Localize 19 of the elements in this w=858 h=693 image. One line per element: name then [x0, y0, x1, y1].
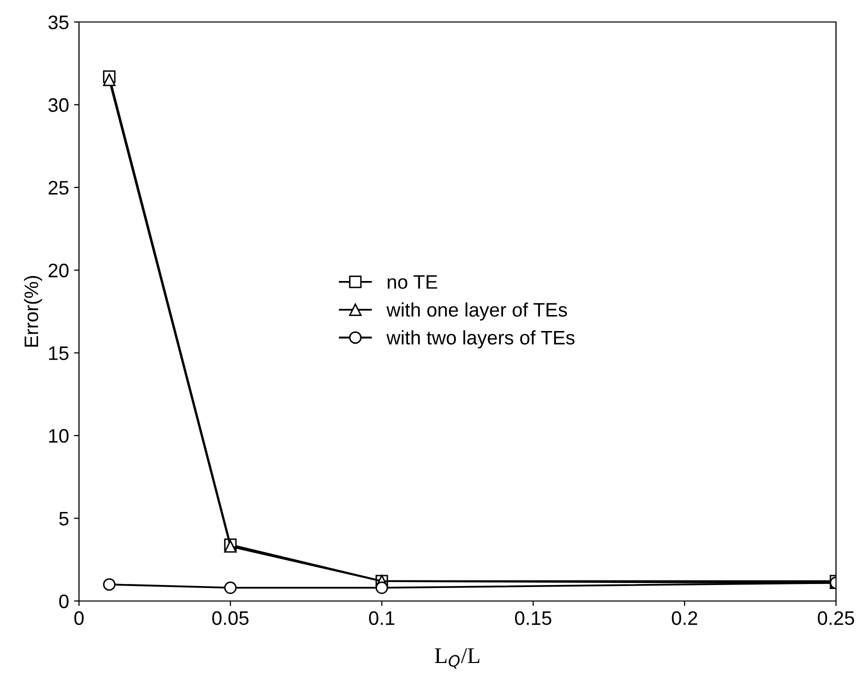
- y-axis-title: Error(%): [24, 276, 42, 347]
- x-tick-label: 0.15: [515, 611, 552, 626]
- y-tick-label: 30: [48, 98, 69, 112]
- legend-label: with two layers of TEs: [386, 330, 575, 348]
- x-tick-label: 0.2: [672, 611, 698, 626]
- x-tick-label: 0: [74, 611, 84, 626]
- x-axis-title: L$_{Q}$/L: [434, 648, 480, 669]
- y-tick-label: 5: [59, 512, 68, 526]
- y-tick-label: 35: [48, 15, 68, 30]
- y-tick-label: 15: [49, 346, 68, 360]
- legend-label: with one layer of TEs: [386, 302, 567, 321]
- y-tick-label: 20: [48, 264, 69, 278]
- y-tick-label: 25: [48, 180, 68, 195]
- x-tick-label: 0.1: [369, 611, 394, 626]
- legend-label: no TE: [388, 275, 438, 289]
- x-tick-label: 0.25: [818, 611, 854, 626]
- y-tick-label: 0: [59, 594, 69, 608]
- x-tick-label: 0.05: [212, 611, 249, 626]
- y-tick-label: 10: [49, 429, 69, 443]
